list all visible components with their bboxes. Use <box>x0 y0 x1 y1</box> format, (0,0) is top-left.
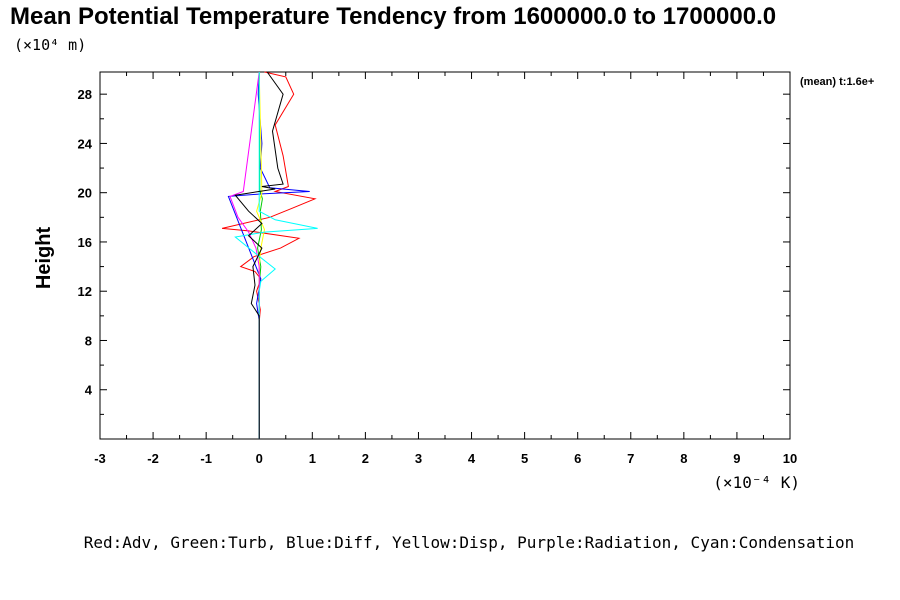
x-tick-label: -2 <box>147 451 159 466</box>
series-line-adv <box>221 71 317 439</box>
x-tick-label: 4 <box>468 451 476 466</box>
series-line-radiation <box>229 71 260 439</box>
x-tick-label: 1 <box>309 451 316 466</box>
x-tick-label: 0 <box>256 451 263 466</box>
x-unit-label: (×10⁻⁴ K) <box>713 473 800 492</box>
chart-title: Mean Potential Temperature Tendency from… <box>10 3 776 30</box>
x-tick-label: -3 <box>94 451 106 466</box>
legend-text: Red:Adv, Green:Turb, Blue:Diff, Yellow:D… <box>84 533 855 552</box>
series-line-mean <box>234 71 284 439</box>
y-unit-label: (×10⁴ m) <box>14 36 86 54</box>
x-tick-label: 9 <box>733 451 740 466</box>
y-tick-label: 4 <box>85 383 93 398</box>
series-line-turb <box>257 71 263 439</box>
y-axis-label: Height <box>33 227 55 290</box>
plot-frame <box>99 71 791 440</box>
x-tick-label: 7 <box>627 451 634 466</box>
y-tick-label: 20 <box>78 186 92 201</box>
x-tick-label: -1 <box>200 451 212 466</box>
x-tick-label: 2 <box>362 451 369 466</box>
y-tick-label: 24 <box>78 136 93 151</box>
x-tick-label: 10 <box>783 451 797 466</box>
mean-annotation: (mean) t:1.6e+ <box>800 76 874 88</box>
series-line-condensation <box>234 72 318 439</box>
y-tick-label: 16 <box>78 235 92 250</box>
y-tick-label: 12 <box>78 284 92 299</box>
x-tick-label: 3 <box>415 451 422 466</box>
x-tick-label: 5 <box>521 451 528 466</box>
x-tick-label: 8 <box>680 451 687 466</box>
x-tick-label: 6 <box>574 451 581 466</box>
y-tick-label: 8 <box>85 333 92 348</box>
y-tick-label: 28 <box>78 87 92 102</box>
series-line-diff <box>227 71 310 439</box>
